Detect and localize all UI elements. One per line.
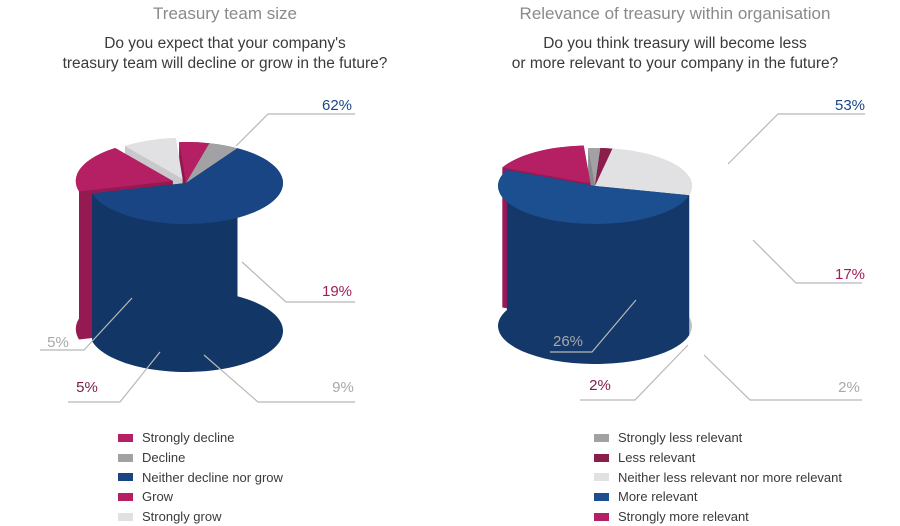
legend-swatch xyxy=(118,473,133,482)
pie-slice-neither-decline-nor-grow xyxy=(92,148,284,373)
legend-label: Strongly less relevant xyxy=(618,430,743,446)
leader-line xyxy=(727,113,865,165)
slice-value-label: 5% xyxy=(76,379,98,396)
legend-label: Strongly grow xyxy=(142,509,222,525)
leader-line xyxy=(235,113,355,147)
slice-value-label: 17% xyxy=(835,266,865,283)
chart-question-line: or more relevant to your company in the … xyxy=(511,55,839,72)
legend-item: Strongly less relevant xyxy=(594,428,842,448)
legend-label: Strongly more relevant xyxy=(618,509,749,525)
legend-label: Grow xyxy=(142,489,174,505)
legend-swatch xyxy=(594,492,609,501)
leader-line xyxy=(580,344,689,401)
legend-item: More relevant xyxy=(594,487,842,507)
pie-chart-3d: 2% 2% 26% 53% 17% xyxy=(497,97,865,401)
legend-swatch xyxy=(118,512,133,521)
chart-legend: Strongly decline Decline Neither decline n… xyxy=(118,428,283,526)
legend-item: Less relevant xyxy=(594,448,842,468)
chart-question-line: Do you think treasury will become less xyxy=(543,35,807,52)
legend-label: Neither less relevant nor more relevant xyxy=(618,469,842,485)
legend-item: Neither decline nor grow xyxy=(118,467,283,487)
legend-item: Decline xyxy=(118,448,283,468)
legend-swatch xyxy=(118,492,133,501)
legend-item: Strongly grow xyxy=(118,507,283,526)
legend-swatch xyxy=(594,512,609,521)
slice-value-label: 5% xyxy=(47,334,69,351)
leader-line xyxy=(752,239,862,284)
chart-title: Treasury team size xyxy=(153,4,297,23)
legend-label: Neither decline nor grow xyxy=(142,469,283,485)
legend-item: Neither less relevant nor more relevant xyxy=(594,467,842,487)
chart-panel-relevance: Relevance of treasury within organisatio… xyxy=(450,0,900,524)
chart-title: Relevance of treasury within organisatio… xyxy=(519,4,831,23)
slice-value-label: 53% xyxy=(835,97,865,114)
chart-panel-team-size: Treasury team size Do you expect that yo… xyxy=(0,0,450,524)
leader-line xyxy=(203,354,355,403)
legend-item: Grow xyxy=(118,487,283,507)
leader-line xyxy=(703,354,862,401)
slice-value-label: 2% xyxy=(589,377,611,394)
legend-label: Decline xyxy=(142,450,186,466)
legend-swatch xyxy=(118,453,133,462)
pie-slice-more-relevant xyxy=(497,170,690,365)
legend-label: More relevant xyxy=(618,489,698,505)
leader-line xyxy=(550,299,637,353)
slice-value-label: 62% xyxy=(322,97,352,114)
legend-item: Strongly decline xyxy=(118,428,283,448)
legend-swatch xyxy=(594,453,609,462)
leader-line xyxy=(241,261,355,303)
chart-question: Do you think treasury will become less o… xyxy=(450,34,900,74)
legend-swatch xyxy=(118,433,133,442)
leader-line xyxy=(68,351,161,403)
legend-label: Strongly decline xyxy=(142,430,235,446)
slice-value-label: 2% xyxy=(838,379,860,396)
slice-value-label: 9% xyxy=(332,379,354,396)
chart-legend: Strongly less relevant Less relevant Neith… xyxy=(594,428,842,526)
leader-line xyxy=(40,297,133,351)
chart-question-line: Do you expect that your company's xyxy=(104,35,346,52)
pie-chart-3d: 5% 5% 62% 19% 9% xyxy=(40,97,355,403)
legend-swatch xyxy=(594,433,609,442)
slice-value-label: 19% xyxy=(322,283,352,300)
chart-question-line: treasury team will decline or grow in th… xyxy=(62,55,388,72)
slice-value-label: 26% xyxy=(553,333,583,350)
legend-item: Strongly more relevant xyxy=(594,507,842,526)
legend-label: Less relevant xyxy=(618,450,696,466)
legend-swatch xyxy=(594,473,609,482)
chart-question: Do you expect that your company's treasu… xyxy=(0,34,450,74)
